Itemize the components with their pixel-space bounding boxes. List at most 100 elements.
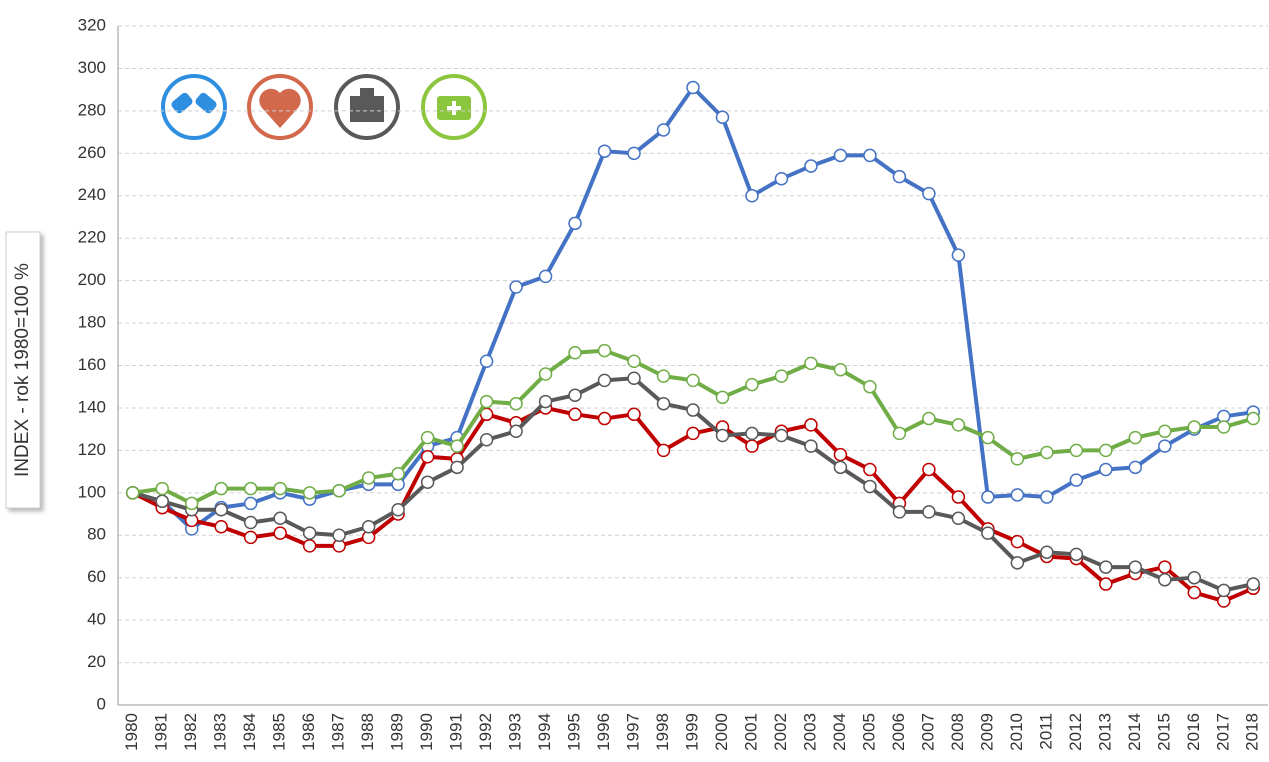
y-tick-label: 60: [87, 567, 106, 586]
data-point: [804, 439, 818, 453]
data-point: [509, 280, 523, 294]
data-point: [951, 418, 966, 432]
data-point: [214, 481, 228, 496]
data-point: [597, 373, 612, 388]
x-tick-label: 1994: [535, 713, 554, 751]
x-tick-label: 2006: [889, 713, 908, 751]
data-point: [509, 396, 523, 411]
x-tick-label: 2005: [859, 713, 878, 751]
data-point: [774, 428, 789, 443]
x-tick-label: 1980: [122, 713, 141, 751]
data-point: [420, 449, 435, 464]
x-tick-label: 1983: [211, 713, 230, 751]
data-point: [214, 503, 228, 517]
data-point: [804, 418, 818, 432]
data-point: [302, 526, 317, 540]
x-tick-label: 1990: [417, 713, 436, 751]
data-point: [1069, 473, 1084, 487]
data-point: [568, 216, 582, 231]
data-point: [479, 354, 494, 369]
data-point: [1010, 488, 1025, 502]
data-point: [1040, 445, 1054, 460]
data-point: [833, 362, 848, 377]
data-point: [833, 460, 848, 475]
data-point: [568, 346, 582, 360]
x-tick-label: 2015: [1154, 713, 1173, 751]
icon-car: [171, 92, 193, 114]
data-point: [450, 460, 464, 475]
data-point: [361, 520, 376, 534]
y-tick-label: 160: [78, 355, 106, 374]
data-point: [214, 520, 228, 534]
data-point: [1158, 560, 1172, 574]
data-point: [302, 539, 317, 553]
data-point: [420, 475, 435, 489]
data-point: [951, 490, 966, 504]
data-point: [420, 430, 435, 445]
data-point: [361, 471, 376, 485]
x-tick-label: 2003: [800, 713, 819, 751]
data-point: [1010, 452, 1025, 466]
data-point: [509, 424, 523, 439]
y-tick-label: 40: [87, 610, 106, 629]
data-point: [1158, 424, 1172, 439]
data-point: [597, 411, 612, 426]
data-point: [538, 269, 553, 284]
x-tick-label: 2007: [918, 713, 937, 751]
data-point: [597, 144, 612, 158]
data-point: [243, 515, 258, 530]
data-point: [686, 373, 700, 388]
data-point: [715, 110, 730, 124]
data-point: [1040, 490, 1054, 504]
data-point: [627, 354, 641, 369]
data-point: [804, 356, 818, 371]
data-point: [686, 403, 700, 417]
label-frame: [5, 231, 41, 509]
x-tick-label: 2017: [1213, 713, 1232, 751]
data-point: [155, 494, 169, 509]
data-point: [745, 189, 759, 203]
y-tick-label: 280: [78, 100, 106, 119]
x-tick-label: 1984: [240, 713, 259, 751]
data-point: [1217, 420, 1231, 434]
x-tick-label: 1998: [653, 713, 672, 751]
data-point: [538, 394, 553, 409]
data-point: [981, 526, 995, 540]
icon-car: [195, 92, 217, 114]
data-point: [302, 486, 317, 500]
data-point: [863, 379, 877, 394]
data-point: [656, 443, 671, 458]
data-point: [243, 481, 258, 496]
data-point: [1217, 583, 1231, 598]
x-tick-label: 2013: [1095, 713, 1114, 751]
y-tick-label: 20: [87, 652, 106, 671]
data-point: [273, 526, 287, 540]
data-point: [922, 505, 936, 519]
data-point: [922, 411, 936, 426]
data-point: [479, 433, 494, 447]
data-point: [332, 528, 346, 542]
data-point: [686, 80, 700, 95]
data-point: [1099, 443, 1113, 458]
data-point: [125, 486, 140, 500]
data-point: [1128, 430, 1143, 445]
x-tick-label: 2001: [741, 713, 760, 751]
data-point: [155, 481, 169, 496]
x-tick-label: 1991: [447, 713, 466, 751]
data-point: [273, 511, 287, 526]
y-tick-label: 240: [78, 185, 106, 204]
y-tick-label: 320: [78, 15, 106, 34]
x-tick-label: 2002: [771, 713, 790, 751]
data-point: [1128, 460, 1143, 475]
data-point: [745, 439, 759, 453]
data-point: [1099, 462, 1113, 477]
data-point: [1128, 560, 1143, 574]
data-point: [981, 490, 995, 504]
data-point: [892, 426, 907, 441]
x-tick-label: 2004: [830, 713, 849, 751]
data-point: [391, 466, 405, 481]
data-point: [774, 369, 789, 383]
data-point: [656, 369, 671, 383]
x-tick-label: 1982: [181, 713, 200, 751]
